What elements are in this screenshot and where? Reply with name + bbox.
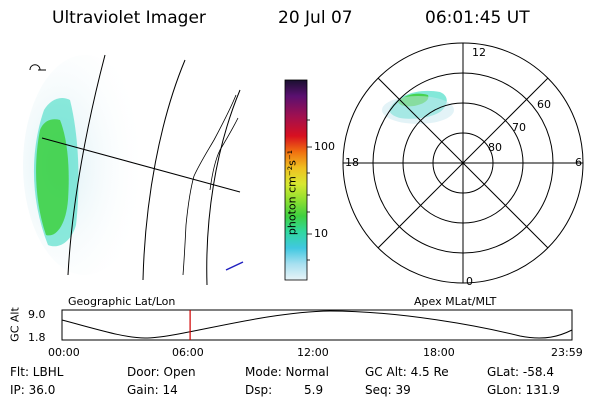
time-tick-0000: 00:00 xyxy=(48,346,80,359)
observation-date: 20 Jul 07 xyxy=(278,8,353,28)
mlt-label-0: 0 xyxy=(466,275,473,288)
status-mode: Mode: Normal xyxy=(245,365,329,379)
mlt-label-12: 12 xyxy=(472,46,486,59)
color-bar-ticks xyxy=(307,119,312,261)
timeline-right-caption: Apex MLat/MLT xyxy=(414,295,497,308)
color-bar-unit-label: photon cm⁻²s⁻¹ xyxy=(285,149,299,236)
time-tick-0600: 06:00 xyxy=(172,346,204,359)
instrument-title: Ultraviolet Imager xyxy=(52,8,206,28)
color-bar xyxy=(284,79,308,281)
polar-plot xyxy=(342,42,584,284)
status-gain: Gain: 14 xyxy=(127,383,178,397)
timeline-y-max: 9.0 xyxy=(28,308,46,321)
timeline-left-caption: Geographic Lat/Lon xyxy=(68,295,176,308)
time-tick-2359: 23:59 xyxy=(551,346,583,359)
status-ip: IP: 36.0 xyxy=(10,383,56,397)
status-seq: Seq: 39 xyxy=(365,383,411,397)
timeline-y-min: 1.8 xyxy=(28,331,46,344)
status-glat: GLat: -58.4 xyxy=(487,365,554,379)
status-dsp-label: Dsp: xyxy=(245,383,273,397)
lat-label-70: 70 xyxy=(512,121,526,134)
status-filter: Flt: LBHL xyxy=(10,365,64,379)
status-door: Door: Open xyxy=(127,365,196,379)
timeline-axis-title: GC Alt xyxy=(8,307,22,342)
geographic-image xyxy=(23,54,244,286)
lat-label-80: 80 xyxy=(488,141,502,154)
mlt-label-6: 6 xyxy=(575,156,582,169)
timeline-plot xyxy=(61,309,573,341)
lat-label-60: 60 xyxy=(537,98,551,111)
time-tick-1800: 18:00 xyxy=(423,346,455,359)
status-glon: GLon: 131.9 xyxy=(487,383,560,397)
status-dsp-value: 5.9 xyxy=(304,383,324,397)
color-bar-tick-10: 10 xyxy=(314,227,328,240)
time-tick-1200: 12:00 xyxy=(297,346,329,359)
mlt-label-18: 18 xyxy=(345,156,359,169)
observation-time: 06:01:45 UT xyxy=(425,8,530,28)
status-gc-alt: GC Alt: 4.5 Re xyxy=(365,365,449,379)
color-bar-tick-100: 100 xyxy=(314,140,335,153)
